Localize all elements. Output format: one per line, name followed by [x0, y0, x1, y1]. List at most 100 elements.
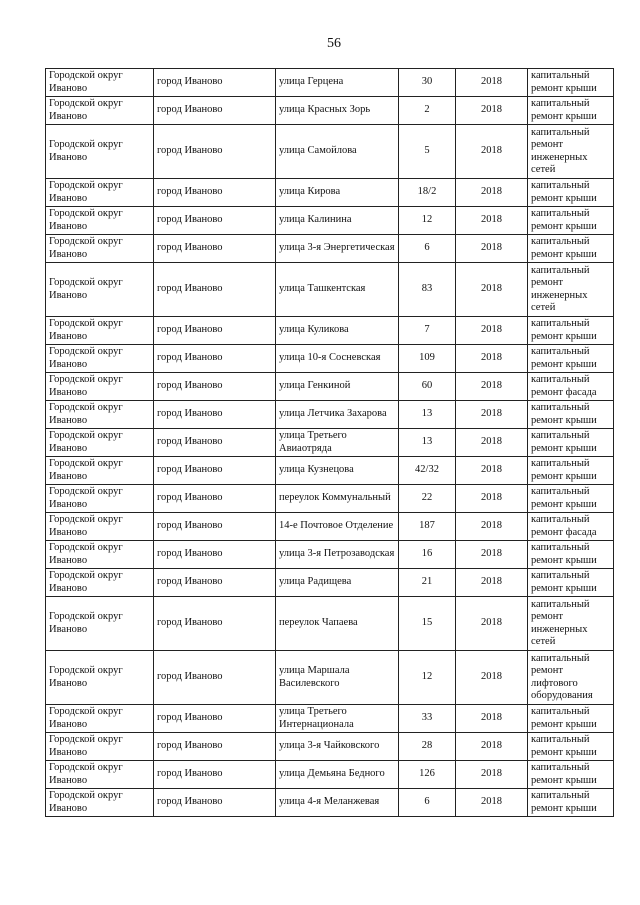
year-cell: 2018	[455, 732, 528, 761]
table-row: Городской округ Иваново город Иваново улиц…	[45, 178, 614, 207]
city-cell: город Иваново	[153, 540, 276, 569]
city-cell: город Иваново	[153, 206, 276, 235]
house-number-cell: 18/2	[398, 178, 456, 207]
district-cell: Городской округ Иваново	[45, 732, 154, 761]
district-cell: Городской округ Иваново	[45, 760, 154, 789]
district-cell: Городской округ Иваново	[45, 512, 154, 541]
year-cell: 2018	[455, 206, 528, 235]
district-cell: Городской округ Иваново	[45, 428, 154, 457]
city-cell: город Иваново	[153, 704, 276, 733]
house-number-cell: 126	[398, 760, 456, 789]
work-type-cell: капитальный ремонт фасада	[527, 372, 614, 401]
work-type-cell: капитальный ремонт крыши	[527, 178, 614, 207]
house-number-cell: 13	[398, 428, 456, 457]
work-type-cell: капитальный ремонт крыши	[527, 456, 614, 485]
house-number-cell: 83	[398, 262, 456, 317]
table-row: Городской округ Иваново город Иваново пере…	[45, 596, 614, 651]
house-number-cell: 42/32	[398, 456, 456, 485]
year-cell: 2018	[455, 596, 528, 651]
district-cell: Городской округ Иваново	[45, 372, 154, 401]
work-type-cell: капитальный ремонт крыши	[527, 732, 614, 761]
house-number-cell: 30	[398, 68, 456, 97]
city-cell: город Иваново	[153, 512, 276, 541]
street-cell: улица Демьяна Бедного	[275, 760, 399, 789]
house-number-cell: 6	[398, 788, 456, 817]
work-type-cell: капитальный ремонт фасада	[527, 512, 614, 541]
table-row: Городской округ Иваново город Иваново улиц…	[45, 704, 614, 733]
year-cell: 2018	[455, 372, 528, 401]
city-cell: город Иваново	[153, 316, 276, 345]
year-cell: 2018	[455, 540, 528, 569]
table-row: Городской округ Иваново город Иваново улиц…	[45, 372, 614, 401]
district-cell: Городской округ Иваново	[45, 344, 154, 373]
house-number-cell: 12	[398, 650, 456, 705]
work-type-cell: капитальный ремонт крыши	[527, 96, 614, 125]
house-number-cell: 21	[398, 568, 456, 597]
house-number-cell: 13	[398, 400, 456, 429]
year-cell: 2018	[455, 568, 528, 597]
district-cell: Городской округ Иваново	[45, 596, 154, 651]
street-cell: улица Кузнецова	[275, 456, 399, 485]
page-number: 56	[327, 36, 341, 51]
district-cell: Городской округ Иваново	[45, 650, 154, 705]
city-cell: город Иваново	[153, 568, 276, 597]
street-cell: улица 3-я Чайковского	[275, 732, 399, 761]
district-cell: Городской округ Иваново	[45, 68, 154, 97]
work-type-cell: капитальный ремонт крыши	[527, 788, 614, 817]
table-row: Городской округ Иваново город Иваново улиц…	[45, 344, 614, 373]
repair-table: Городской округ Иваново город Иваново улиц…	[45, 68, 614, 817]
street-cell: улица Летчика Захарова	[275, 400, 399, 429]
year-cell: 2018	[455, 400, 528, 429]
city-cell: город Иваново	[153, 372, 276, 401]
year-cell: 2018	[455, 124, 528, 179]
house-number-cell: 15	[398, 596, 456, 651]
city-cell: город Иваново	[153, 96, 276, 125]
year-cell: 2018	[455, 704, 528, 733]
district-cell: Городской округ Иваново	[45, 316, 154, 345]
city-cell: город Иваново	[153, 344, 276, 373]
house-number-cell: 16	[398, 540, 456, 569]
year-cell: 2018	[455, 760, 528, 789]
district-cell: Городской округ Иваново	[45, 568, 154, 597]
city-cell: город Иваново	[153, 234, 276, 263]
house-number-cell: 33	[398, 704, 456, 733]
table-row: Городской округ Иваново город Иваново улиц…	[45, 568, 614, 597]
district-cell: Городской округ Иваново	[45, 400, 154, 429]
city-cell: город Иваново	[153, 178, 276, 207]
district-cell: Городской округ Иваново	[45, 178, 154, 207]
work-type-cell: капитальный ремонт крыши	[527, 428, 614, 457]
street-cell: улица Кирова	[275, 178, 399, 207]
table-row: Городской округ Иваново город Иваново улиц…	[45, 96, 614, 125]
work-type-cell: капитальный ремонт крыши	[527, 400, 614, 429]
year-cell: 2018	[455, 484, 528, 513]
city-cell: город Иваново	[153, 428, 276, 457]
year-cell: 2018	[455, 456, 528, 485]
city-cell: город Иваново	[153, 484, 276, 513]
street-cell: переулок Коммунальный	[275, 484, 399, 513]
city-cell: город Иваново	[153, 124, 276, 179]
street-cell: улица 4-я Меланжевая	[275, 788, 399, 817]
street-cell: улица Генкиной	[275, 372, 399, 401]
district-cell: Городской округ Иваново	[45, 484, 154, 513]
table-row: Городской округ Иваново город Иваново 14-е…	[45, 512, 614, 541]
city-cell: город Иваново	[153, 732, 276, 761]
work-type-cell: капитальный ремонт крыши	[527, 68, 614, 97]
city-cell: город Иваново	[153, 760, 276, 789]
city-cell: город Иваново	[153, 650, 276, 705]
street-cell: улица Третьего Интернационала	[275, 704, 399, 733]
district-cell: Городской округ Иваново	[45, 456, 154, 485]
street-cell: улица Радищева	[275, 568, 399, 597]
table-row: Городской округ Иваново город Иваново улиц…	[45, 456, 614, 485]
street-cell: улица Третьего Авиаотряда	[275, 428, 399, 457]
city-cell: город Иваново	[153, 788, 276, 817]
table-row: Городской округ Иваново город Иваново улиц…	[45, 262, 614, 317]
house-number-cell: 7	[398, 316, 456, 345]
table-row: Городской округ Иваново город Иваново улиц…	[45, 206, 614, 235]
table-row: Городской округ Иваново город Иваново улиц…	[45, 68, 614, 97]
district-cell: Городской округ Иваново	[45, 540, 154, 569]
house-number-cell: 5	[398, 124, 456, 179]
city-cell: город Иваново	[153, 68, 276, 97]
year-cell: 2018	[455, 96, 528, 125]
house-number-cell: 22	[398, 484, 456, 513]
work-type-cell: капитальный ремонт крыши	[527, 760, 614, 789]
